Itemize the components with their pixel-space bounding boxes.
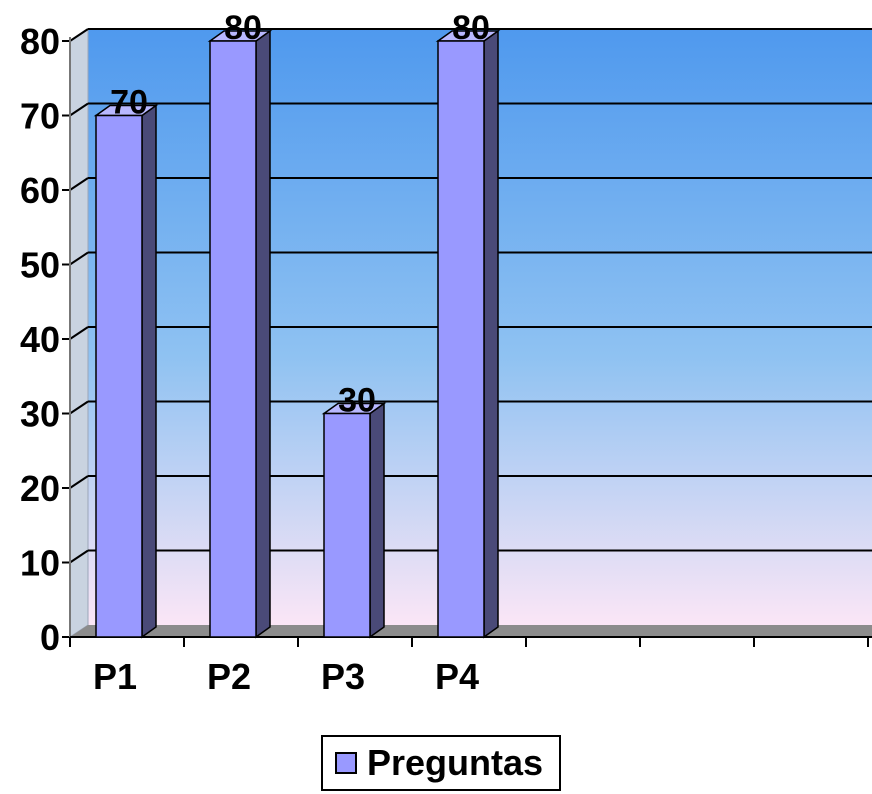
y-tick-label: 30 [20, 394, 60, 435]
bar-side [141, 104, 157, 639]
gridline-depth [69, 400, 89, 415]
gridline-depth [69, 549, 89, 564]
y-tick-label: 40 [20, 319, 60, 360]
legend: Preguntas [321, 735, 561, 791]
legend-swatch [335, 752, 357, 774]
chart: 0 10 20 30 40 50 60 70 80 70 P1 80 P2 30 P3 80 P4 [20, 9, 872, 697]
y-tick-label: 60 [20, 170, 60, 211]
data-label: 80 [224, 9, 262, 47]
y-tick-label: 10 [20, 543, 60, 584]
gridline-depth [69, 102, 89, 117]
x-tick-label: P3 [321, 656, 365, 697]
data-label: 70 [110, 84, 148, 122]
bar [209, 40, 257, 638]
bar-side [369, 402, 385, 639]
x-tick-label: P1 [93, 656, 137, 697]
y-tick-label: 50 [20, 245, 60, 286]
data-label: 80 [452, 9, 490, 47]
y-tick-label: 0 [40, 617, 60, 658]
data-label: 30 [338, 382, 376, 420]
bar-side [483, 29, 499, 639]
bar [95, 114, 143, 638]
gridline-depth [69, 251, 89, 266]
legend-label: Preguntas [367, 742, 544, 783]
y-tick-label: 20 [20, 468, 60, 509]
gridline-depth [69, 28, 89, 42]
bar [323, 412, 371, 638]
y-tick-label: 70 [20, 96, 60, 137]
y-tick-label: 80 [20, 21, 60, 62]
gridline-depth [69, 326, 89, 340]
x-tick-label: P4 [435, 656, 479, 697]
chart-svg: 0 10 20 30 40 50 60 70 80 70 P1 80 P2 30 P3 80 P4 [20, 9, 872, 697]
gridline-depth [69, 475, 89, 489]
bar [437, 40, 485, 638]
x-tick-label: P2 [207, 656, 251, 697]
bar-side [255, 29, 271, 639]
gridline-depth [69, 177, 89, 191]
